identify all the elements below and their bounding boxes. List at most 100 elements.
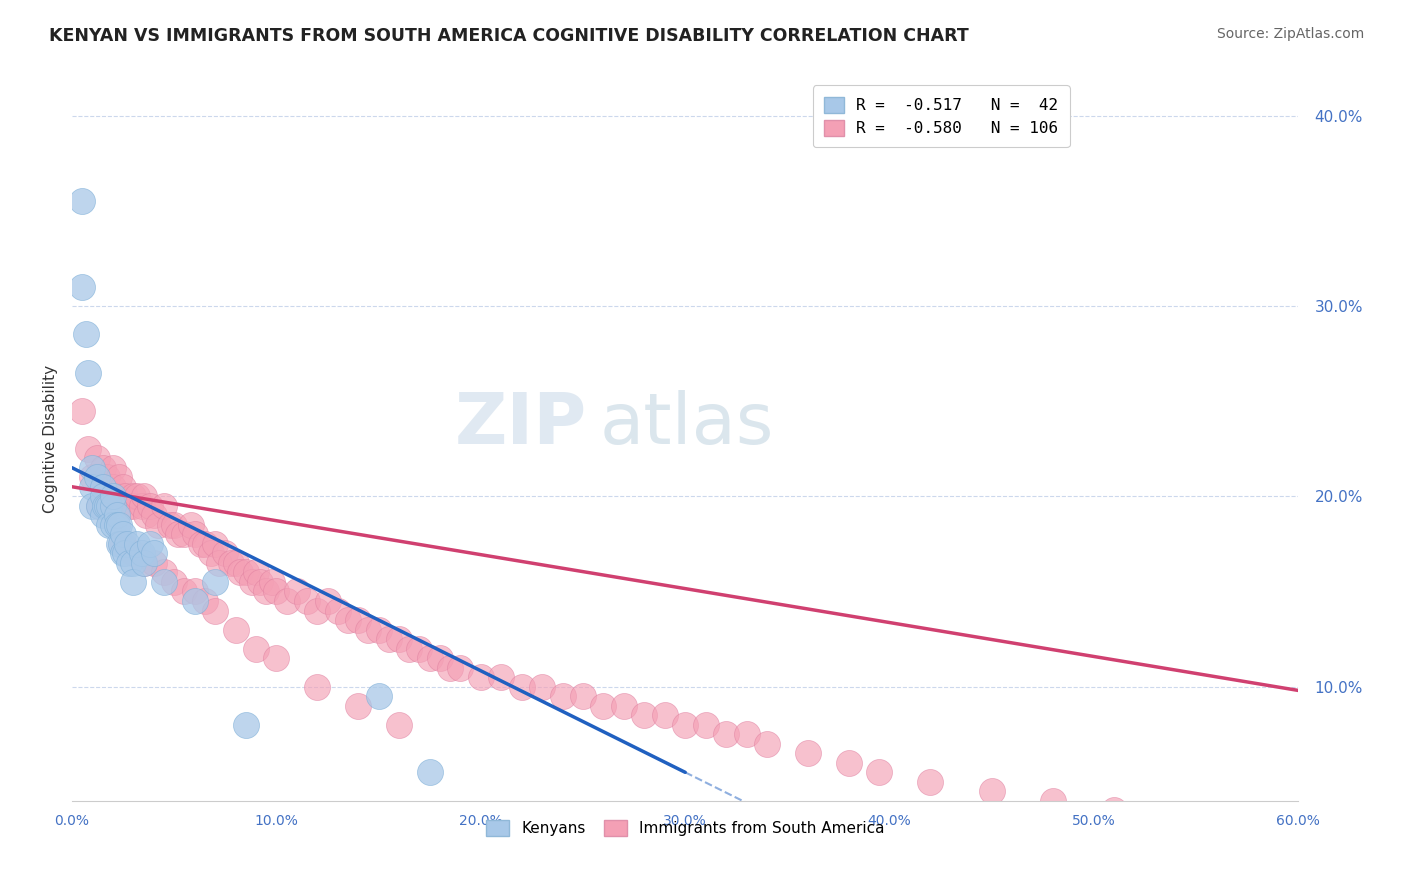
Point	[91, 508, 114, 523]
Point	[86, 451, 108, 466]
Point	[112, 546, 135, 560]
Point	[138, 499, 160, 513]
Point	[262, 574, 284, 589]
Point	[122, 546, 145, 560]
Point	[82, 480, 104, 494]
Point	[114, 546, 136, 560]
Point	[132, 556, 155, 570]
Point	[398, 641, 420, 656]
Point	[838, 756, 860, 770]
Text: Source: ZipAtlas.com: Source: ZipAtlas.com	[1216, 27, 1364, 41]
Point	[470, 670, 492, 684]
Point	[695, 717, 717, 731]
Point	[142, 556, 165, 570]
Point	[221, 556, 243, 570]
Point	[101, 480, 124, 494]
Point	[105, 517, 128, 532]
Point	[1164, 813, 1187, 827]
Point	[388, 632, 411, 646]
Point	[1042, 794, 1064, 808]
Point	[77, 366, 100, 380]
Point	[491, 670, 513, 684]
Point	[357, 623, 380, 637]
Text: KENYAN VS IMMIGRANTS FROM SOUTH AMERICA COGNITIVE DISABILITY CORRELATION CHART: KENYAN VS IMMIGRANTS FROM SOUTH AMERICA …	[49, 27, 969, 45]
Point	[225, 623, 247, 637]
Legend: Kenyans, Immigrants from South America: Kenyans, Immigrants from South America	[478, 813, 891, 844]
Point	[266, 584, 288, 599]
Point	[316, 594, 339, 608]
Point	[114, 489, 136, 503]
Point	[110, 537, 132, 551]
Point	[163, 574, 186, 589]
Point	[235, 717, 257, 731]
Point	[183, 584, 205, 599]
Point	[131, 546, 153, 560]
Point	[101, 517, 124, 532]
Point	[755, 737, 778, 751]
Point	[419, 765, 441, 780]
Point	[228, 566, 250, 580]
Point	[112, 480, 135, 494]
Point	[285, 584, 308, 599]
Point	[153, 574, 176, 589]
Point	[118, 499, 141, 513]
Point	[127, 537, 149, 551]
Point	[204, 603, 226, 617]
Point	[70, 280, 93, 294]
Point	[132, 556, 155, 570]
Point	[920, 775, 942, 789]
Point	[101, 499, 124, 513]
Point	[159, 517, 181, 532]
Point	[132, 489, 155, 503]
Point	[235, 566, 257, 580]
Point	[190, 537, 212, 551]
Point	[240, 574, 263, 589]
Point	[347, 613, 370, 627]
Point	[122, 556, 145, 570]
Point	[167, 527, 190, 541]
Point	[449, 660, 471, 674]
Point	[146, 517, 169, 532]
Point	[115, 537, 138, 551]
Point	[388, 717, 411, 731]
Point	[82, 499, 104, 513]
Point	[138, 537, 160, 551]
Point	[105, 489, 128, 503]
Point	[163, 517, 186, 532]
Point	[367, 623, 389, 637]
Text: atlas: atlas	[599, 390, 773, 459]
Point	[249, 574, 271, 589]
Point	[91, 489, 114, 503]
Point	[183, 527, 205, 541]
Point	[868, 765, 890, 780]
Point	[101, 460, 124, 475]
Point	[153, 566, 176, 580]
Point	[194, 594, 217, 608]
Point	[551, 689, 574, 703]
Point	[245, 641, 267, 656]
Point	[200, 546, 222, 560]
Point	[108, 537, 131, 551]
Y-axis label: Cognitive Disability: Cognitive Disability	[44, 365, 58, 513]
Point	[266, 651, 288, 665]
Point	[204, 574, 226, 589]
Point	[91, 460, 114, 475]
Point	[87, 499, 110, 513]
Point	[347, 698, 370, 713]
Point	[367, 689, 389, 703]
Point	[510, 680, 533, 694]
Point	[112, 537, 135, 551]
Point	[225, 556, 247, 570]
Point	[122, 574, 145, 589]
Point	[101, 489, 124, 503]
Point	[378, 632, 401, 646]
Point	[135, 508, 157, 523]
Point	[131, 499, 153, 513]
Point	[97, 499, 120, 513]
Point	[1104, 804, 1126, 818]
Point	[654, 708, 676, 723]
Text: ZIP: ZIP	[456, 390, 588, 459]
Point	[439, 660, 461, 674]
Point	[108, 470, 131, 484]
Point	[77, 442, 100, 456]
